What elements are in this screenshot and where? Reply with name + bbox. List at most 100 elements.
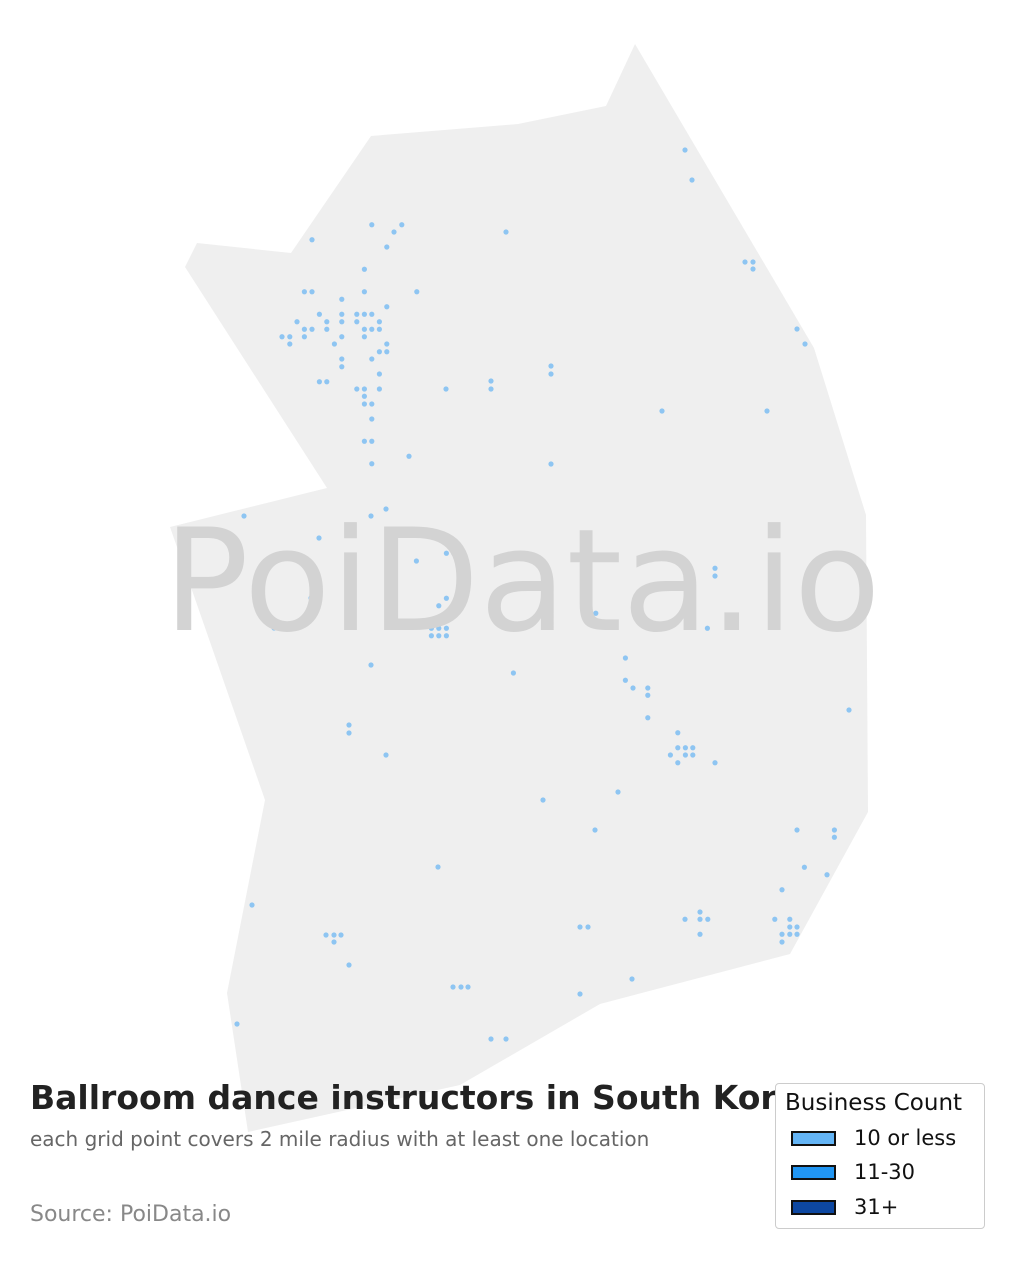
grid-point — [309, 326, 315, 332]
grid-point — [682, 147, 688, 153]
grid-point — [697, 916, 703, 922]
grid-point — [451, 550, 457, 556]
grid-point — [712, 573, 718, 579]
grid-point — [414, 289, 420, 295]
grid-point — [458, 984, 464, 990]
grid-point — [675, 760, 681, 766]
grid-point — [704, 625, 711, 631]
grid-point — [234, 1021, 240, 1027]
grid-point — [361, 289, 367, 295]
map-subtitle: each grid point covers 2 mile radius wit… — [30, 1127, 650, 1151]
grid-point — [593, 610, 599, 616]
grid-point — [689, 177, 695, 183]
grid-point — [682, 916, 688, 922]
grid-point — [682, 745, 689, 751]
grid-point — [413, 558, 419, 564]
grid-point — [316, 379, 322, 385]
grid-point — [779, 931, 785, 937]
grid-point — [339, 319, 345, 325]
grid-point — [428, 633, 434, 639]
grid-point — [443, 633, 449, 639]
legend-label: 11-30 — [854, 1160, 916, 1184]
grid-point — [488, 378, 494, 384]
grid-point — [510, 670, 516, 676]
grid-point — [376, 371, 382, 377]
grid-point — [436, 633, 442, 639]
grid-points — [234, 147, 852, 1042]
grid-point — [369, 356, 375, 362]
legend-item-10-or-less: 10 or less — [791, 1126, 956, 1150]
grid-point — [279, 334, 285, 340]
grid-point — [294, 319, 300, 325]
grid-point — [577, 991, 583, 997]
grid-point — [645, 685, 651, 691]
grid-point — [241, 513, 247, 519]
grid-point — [324, 326, 330, 332]
grid-point — [361, 401, 367, 407]
grid-point — [376, 319, 382, 325]
grid-point — [376, 386, 382, 392]
legend-label: 31+ — [854, 1195, 899, 1219]
grid-point — [399, 222, 405, 228]
grid-point — [794, 924, 800, 930]
grid-point — [369, 461, 375, 467]
grid-point — [369, 416, 375, 422]
grid-point — [287, 334, 293, 340]
grid-point — [622, 655, 629, 661]
grid-point — [585, 924, 591, 930]
grid-point — [846, 707, 852, 713]
grid-point — [361, 334, 367, 340]
grid-point — [750, 266, 756, 272]
grid-point — [369, 401, 375, 407]
grid-point — [779, 887, 785, 893]
legend-item-11-30: 11-30 — [791, 1160, 915, 1184]
grid-point — [450, 984, 456, 990]
south-korea-land — [170, 44, 868, 1132]
grid-point — [331, 341, 337, 347]
grid-point — [443, 625, 449, 631]
grid-point — [354, 386, 360, 392]
grid-point — [779, 939, 785, 945]
grid-point — [540, 797, 546, 803]
grid-point — [802, 341, 808, 347]
grid-point — [503, 1036, 509, 1042]
legend-swatch — [791, 1130, 836, 1146]
grid-point — [316, 311, 322, 317]
grid-point — [369, 438, 375, 444]
grid-point — [384, 349, 390, 355]
grid-point — [309, 237, 315, 243]
grid-point — [369, 222, 375, 228]
grid-point — [794, 326, 800, 332]
grid-point — [324, 319, 330, 325]
grid-point — [764, 408, 770, 414]
grid-point — [794, 931, 800, 937]
grid-point — [548, 363, 554, 369]
grid-point — [577, 924, 583, 930]
grid-point — [690, 752, 696, 758]
legend-item-31-plus: 31+ — [791, 1195, 898, 1219]
grid-point — [443, 550, 449, 556]
grid-point — [451, 543, 457, 549]
grid-point — [301, 334, 307, 340]
grid-point — [271, 625, 277, 631]
grid-point — [712, 565, 718, 571]
grid-point — [384, 244, 390, 250]
grid-point — [712, 760, 718, 766]
map-title: Ballroom dance instructors in South Kore… — [30, 1078, 822, 1117]
grid-point — [622, 677, 629, 683]
grid-point — [361, 266, 367, 272]
grid-point — [615, 789, 621, 795]
grid-point — [301, 326, 307, 332]
grid-point — [675, 730, 681, 736]
grid-point — [794, 827, 800, 833]
grid-point — [787, 916, 793, 922]
legend-swatch — [791, 1199, 836, 1215]
grid-point — [645, 692, 651, 698]
grid-point — [465, 984, 471, 990]
grid-point — [503, 229, 509, 235]
grid-point — [428, 625, 434, 631]
grid-point — [682, 752, 689, 758]
grid-point — [406, 453, 412, 459]
grid-point — [488, 386, 494, 392]
